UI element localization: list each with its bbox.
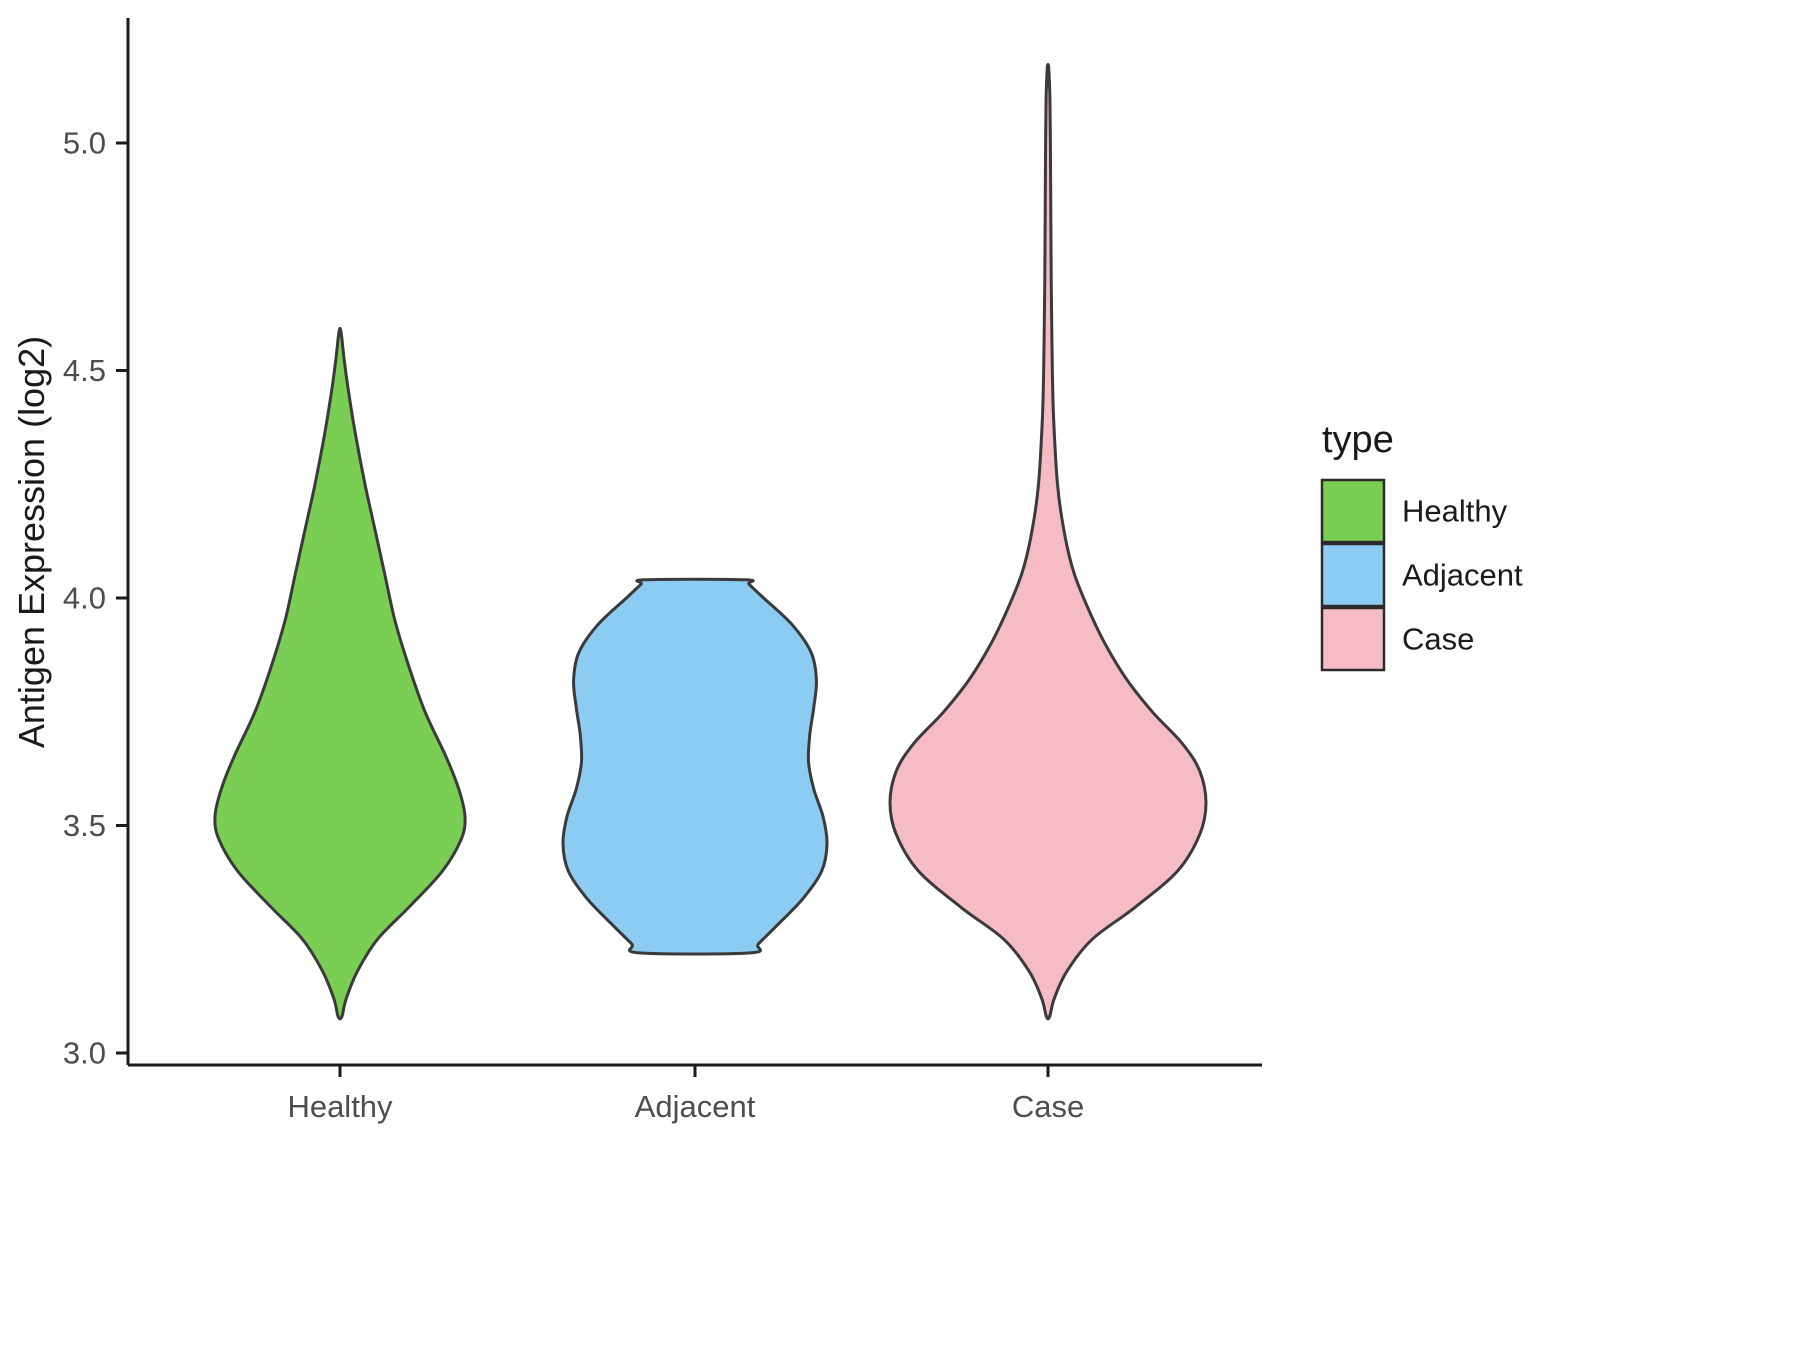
violin-adjacent: [561, 577, 829, 956]
y-tick-label: 3.5: [63, 808, 106, 843]
x-tick-label-adjacent: Adjacent: [635, 1089, 756, 1124]
legend-key-healthy: [1320, 478, 1386, 544]
y-tick-label: 5.0: [63, 126, 106, 161]
legend-label-adjacent: Adjacent: [1402, 558, 1523, 593]
y-tick-label: 4.5: [63, 353, 106, 388]
axes-group: 3.0 3.5 4.0 4.5 5.0 Healthy Adjacent Case Antige…: [11, 18, 1262, 1124]
violins-group: [213, 62, 1208, 1021]
violin-case: [888, 62, 1208, 1021]
legend-label-case: Case: [1402, 622, 1474, 657]
x-tick-label-healthy: Healthy: [287, 1089, 393, 1124]
x-tick-label-case: Case: [1012, 1089, 1084, 1124]
legend-label-healthy: Healthy: [1402, 494, 1508, 529]
y-tick-label: 3.0: [63, 1036, 106, 1071]
violin-healthy: [213, 326, 467, 1021]
y-tick-label: 4.0: [63, 581, 106, 616]
y-axis-title: Antigen Expression (log2): [11, 336, 52, 748]
legend-title: type: [1322, 419, 1394, 461]
legend-key-adjacent: [1320, 542, 1386, 608]
legend-key-case: [1320, 606, 1386, 672]
